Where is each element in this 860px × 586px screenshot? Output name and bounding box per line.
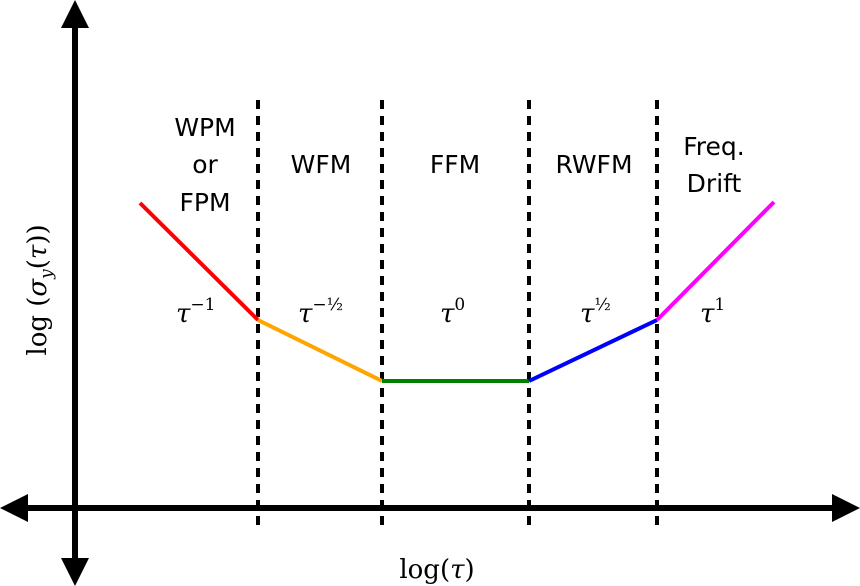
segment-wfm xyxy=(257,318,383,383)
exponent-label-2: τ0 xyxy=(440,295,465,329)
region-label-freq: Freq. xyxy=(683,132,745,161)
y-axis-label: log (σy(τ)) xyxy=(23,224,57,355)
region-labels: WPM or FPM WFM FFM RWFM Freq. Drift xyxy=(174,113,744,217)
exponent-label-4: τ1 xyxy=(700,295,725,329)
region-label-fpm: FPM xyxy=(179,188,230,217)
region-label-or: or xyxy=(192,150,218,179)
x-axis-arrow-left xyxy=(0,494,28,522)
exponent-label-3: τ½ xyxy=(580,295,611,329)
region-label-ffm: FFM xyxy=(430,150,480,179)
x-axis-arrow-right xyxy=(832,494,860,522)
segment-freq-drift xyxy=(655,200,776,322)
region-boundaries xyxy=(256,100,659,530)
segment-wpm-fpm xyxy=(138,201,260,322)
region-label-rwfm: RWFM xyxy=(555,150,632,179)
exponent-label-1: τ−½ xyxy=(298,295,343,329)
exponent-labels: τ−1 τ−½ τ0 τ½ τ1 xyxy=(176,295,725,329)
y-axis-arrow-down xyxy=(61,558,89,586)
x-axis-label: log(τ) xyxy=(399,555,474,585)
x-axis xyxy=(0,494,860,522)
region-label-drift: Drift xyxy=(687,169,742,198)
region-label-wpm: WPM xyxy=(174,113,235,142)
y-axis xyxy=(61,0,89,586)
segment-rwfm xyxy=(528,318,658,383)
region-label-wfm: WFM xyxy=(291,150,352,179)
y-axis-arrow-up xyxy=(61,0,89,28)
slope-segments xyxy=(138,200,776,383)
exponent-label-0: τ−1 xyxy=(176,295,215,329)
